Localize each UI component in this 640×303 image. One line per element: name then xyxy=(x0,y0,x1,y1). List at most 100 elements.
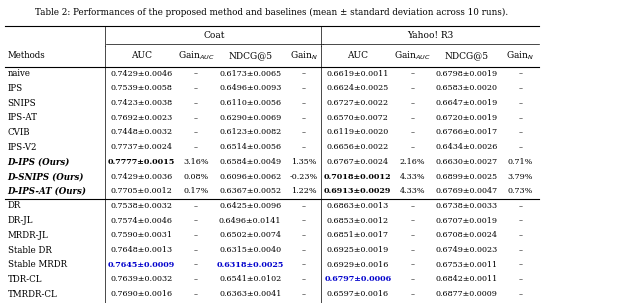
Text: 0.6315±0.0040: 0.6315±0.0040 xyxy=(219,246,282,254)
Text: 0.6647±0.0019: 0.6647±0.0019 xyxy=(435,99,498,107)
Text: SNIPS: SNIPS xyxy=(8,98,36,108)
Text: 0.6767±0.0024: 0.6767±0.0024 xyxy=(326,158,389,166)
Text: 0.6110±0.0056: 0.6110±0.0056 xyxy=(219,99,282,107)
Text: 0.17%: 0.17% xyxy=(183,187,209,195)
Text: 0.6877±0.0009: 0.6877±0.0009 xyxy=(436,290,497,298)
Text: NDCG@5: NDCG@5 xyxy=(445,52,488,60)
Text: 0.7777±0.0015: 0.7777±0.0015 xyxy=(108,158,175,166)
Text: Methods: Methods xyxy=(8,52,45,60)
Text: 0.6290±0.0069: 0.6290±0.0069 xyxy=(219,114,282,122)
Text: 0.6496±0.0141: 0.6496±0.0141 xyxy=(219,217,282,225)
Text: 0.6863±0.0013: 0.6863±0.0013 xyxy=(326,202,389,210)
Text: 0.6425±0.0096: 0.6425±0.0096 xyxy=(219,202,282,210)
Text: –: – xyxy=(194,246,198,254)
Text: IPS: IPS xyxy=(8,84,23,93)
Text: 4.33%: 4.33% xyxy=(399,173,425,181)
Text: 0.6708±0.0024: 0.6708±0.0024 xyxy=(436,231,497,239)
Text: 0.7574±0.0046: 0.7574±0.0046 xyxy=(111,217,172,225)
Text: –: – xyxy=(410,290,414,298)
Text: 0.6727±0.0022: 0.6727±0.0022 xyxy=(326,99,389,107)
Text: 0.6502±0.0074: 0.6502±0.0074 xyxy=(220,231,281,239)
Text: –: – xyxy=(194,231,198,239)
Text: naive: naive xyxy=(8,69,31,78)
Text: –: – xyxy=(302,99,306,107)
Text: 0.6656±0.0022: 0.6656±0.0022 xyxy=(326,143,389,151)
Text: –: – xyxy=(518,70,522,78)
Text: NDCG@5: NDCG@5 xyxy=(228,52,272,60)
Text: 0.7648±0.0013: 0.7648±0.0013 xyxy=(110,246,173,254)
Text: 0.6925±0.0019: 0.6925±0.0019 xyxy=(326,246,389,254)
Text: –: – xyxy=(302,143,306,151)
Text: 0.7737±0.0024: 0.7737±0.0024 xyxy=(111,143,172,151)
Text: 0.7645±0.0009: 0.7645±0.0009 xyxy=(108,261,175,269)
Text: D-IPS-AT (Ours): D-IPS-AT (Ours) xyxy=(8,187,86,196)
Text: 0.6753±0.0011: 0.6753±0.0011 xyxy=(435,261,498,269)
Text: –: – xyxy=(410,70,414,78)
Text: 0.7018±0.0012: 0.7018±0.0012 xyxy=(324,173,392,181)
Text: AUC: AUC xyxy=(131,52,152,60)
Text: –: – xyxy=(410,114,414,122)
Text: DR-JL: DR-JL xyxy=(8,216,33,225)
Text: 0.6929±0.0016: 0.6929±0.0016 xyxy=(326,261,389,269)
Text: 0.6798±0.0019: 0.6798±0.0019 xyxy=(435,70,498,78)
Text: 0.6123±0.0082: 0.6123±0.0082 xyxy=(219,128,282,136)
Text: –: – xyxy=(302,128,306,136)
Text: Coat: Coat xyxy=(204,31,225,40)
Text: 0.6851±0.0017: 0.6851±0.0017 xyxy=(327,231,388,239)
Text: 0.6749±0.0023: 0.6749±0.0023 xyxy=(435,246,498,254)
Text: –: – xyxy=(302,275,306,283)
Text: –: – xyxy=(410,217,414,225)
Text: 0.7690±0.0016: 0.7690±0.0016 xyxy=(110,290,173,298)
Text: 0.7692±0.0023: 0.7692±0.0023 xyxy=(110,114,173,122)
Text: DR: DR xyxy=(8,201,21,211)
Text: –: – xyxy=(194,85,198,92)
Text: 0.6630±0.0027: 0.6630±0.0027 xyxy=(435,158,498,166)
Text: –: – xyxy=(194,114,198,122)
Text: 0.6769±0.0047: 0.6769±0.0047 xyxy=(435,187,498,195)
Text: 0.6913±0.0029: 0.6913±0.0029 xyxy=(324,187,392,195)
Text: –: – xyxy=(518,99,522,107)
Text: 0.7639±0.0032: 0.7639±0.0032 xyxy=(110,275,173,283)
Text: –: – xyxy=(194,99,198,107)
Text: –: – xyxy=(194,275,198,283)
Text: 0.6514±0.0056: 0.6514±0.0056 xyxy=(219,143,282,151)
Text: –: – xyxy=(302,114,306,122)
Text: –: – xyxy=(518,128,522,136)
Text: 0.6797±0.0006: 0.6797±0.0006 xyxy=(324,275,391,283)
Text: AUC: AUC xyxy=(348,52,368,60)
Text: Table 2: Performances of the proposed method and baselines (mean ± standard devi: Table 2: Performances of the proposed me… xyxy=(35,8,509,17)
Text: 0.73%: 0.73% xyxy=(508,187,533,195)
Text: 0.7429±0.0036: 0.7429±0.0036 xyxy=(110,173,173,181)
Text: Stable DR: Stable DR xyxy=(8,245,52,255)
Text: 3.79%: 3.79% xyxy=(508,173,533,181)
Text: –: – xyxy=(518,85,522,92)
Text: 0.6096±0.0062: 0.6096±0.0062 xyxy=(219,173,282,181)
Text: 0.6173±0.0065: 0.6173±0.0065 xyxy=(219,70,282,78)
Text: –: – xyxy=(410,275,414,283)
Text: TDR-CL: TDR-CL xyxy=(8,275,42,284)
Text: 0.6842±0.0011: 0.6842±0.0011 xyxy=(435,275,498,283)
Text: –: – xyxy=(518,290,522,298)
Text: –: – xyxy=(410,143,414,151)
Text: 0.6363±0.0041: 0.6363±0.0041 xyxy=(219,290,282,298)
Text: –: – xyxy=(302,290,306,298)
Text: –: – xyxy=(302,246,306,254)
Text: 0.71%: 0.71% xyxy=(508,158,533,166)
Text: 0.7448±0.0032: 0.7448±0.0032 xyxy=(110,128,173,136)
Text: –: – xyxy=(518,202,522,210)
Text: –: – xyxy=(194,261,198,269)
Text: 0.6853±0.0012: 0.6853±0.0012 xyxy=(326,217,389,225)
Text: –: – xyxy=(518,143,522,151)
Text: –: – xyxy=(194,217,198,225)
Text: –: – xyxy=(410,99,414,107)
Text: D-IPS (Ours): D-IPS (Ours) xyxy=(8,157,70,166)
Text: –: – xyxy=(302,70,306,78)
Text: 0.7423±0.0038: 0.7423±0.0038 xyxy=(110,99,173,107)
Text: –: – xyxy=(194,128,198,136)
Text: 1.22%: 1.22% xyxy=(291,187,317,195)
Text: IPS-V2: IPS-V2 xyxy=(8,143,37,152)
Text: 0.6570±0.0072: 0.6570±0.0072 xyxy=(327,114,388,122)
Text: –: – xyxy=(410,231,414,239)
Text: 0.6318±0.0025: 0.6318±0.0025 xyxy=(216,261,284,269)
Text: 0.6583±0.0020: 0.6583±0.0020 xyxy=(436,85,497,92)
